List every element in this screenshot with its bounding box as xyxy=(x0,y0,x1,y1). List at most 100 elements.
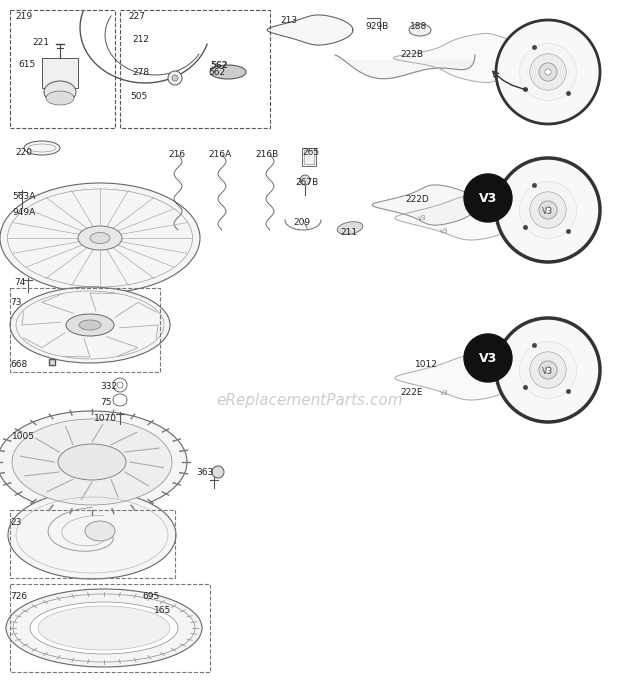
Bar xyxy=(10,288,160,372)
Text: V3: V3 xyxy=(479,191,497,204)
Bar xyxy=(10,584,210,672)
Text: 219: 219 xyxy=(15,12,32,21)
Ellipse shape xyxy=(520,44,577,100)
Polygon shape xyxy=(395,196,521,240)
Text: 695: 695 xyxy=(142,592,159,601)
Text: 220: 220 xyxy=(15,148,32,157)
Ellipse shape xyxy=(0,411,187,513)
Ellipse shape xyxy=(6,589,202,667)
Text: 212: 212 xyxy=(132,35,149,44)
Ellipse shape xyxy=(539,361,557,379)
Ellipse shape xyxy=(168,71,182,85)
Ellipse shape xyxy=(210,65,246,79)
Text: 209: 209 xyxy=(293,218,310,227)
Ellipse shape xyxy=(530,54,566,90)
Ellipse shape xyxy=(539,63,557,81)
Text: 278: 278 xyxy=(132,68,149,77)
Ellipse shape xyxy=(90,232,110,243)
Ellipse shape xyxy=(509,33,587,111)
Text: 74: 74 xyxy=(14,278,25,287)
Polygon shape xyxy=(267,15,353,45)
Polygon shape xyxy=(393,33,543,82)
Text: 563A: 563A xyxy=(12,192,35,201)
Text: v3: v3 xyxy=(440,390,449,396)
Text: 265: 265 xyxy=(302,148,319,157)
Text: 363: 363 xyxy=(196,468,213,477)
Ellipse shape xyxy=(79,320,101,330)
Text: 73: 73 xyxy=(10,298,22,307)
Ellipse shape xyxy=(530,192,566,228)
Ellipse shape xyxy=(409,24,431,36)
Bar xyxy=(10,510,175,578)
Text: 216A: 216A xyxy=(208,150,231,159)
Text: 505: 505 xyxy=(130,92,148,101)
Text: 222B: 222B xyxy=(400,50,423,59)
Text: 75: 75 xyxy=(100,398,112,407)
Ellipse shape xyxy=(38,606,170,650)
Text: 23: 23 xyxy=(10,518,21,527)
Text: eReplacementParts.com: eReplacementParts.com xyxy=(216,392,404,407)
Text: 562: 562 xyxy=(208,68,225,77)
Ellipse shape xyxy=(78,226,122,250)
Polygon shape xyxy=(372,185,478,225)
Ellipse shape xyxy=(545,367,551,373)
Text: 213: 213 xyxy=(280,16,297,25)
Ellipse shape xyxy=(8,491,176,579)
Text: 949A: 949A xyxy=(12,208,35,217)
Circle shape xyxy=(496,318,600,422)
Ellipse shape xyxy=(30,602,178,654)
Text: v3: v3 xyxy=(418,215,427,221)
Ellipse shape xyxy=(172,75,178,81)
Text: V3: V3 xyxy=(479,351,497,365)
Text: 221: 221 xyxy=(32,38,49,47)
Ellipse shape xyxy=(66,314,114,336)
Text: 222D: 222D xyxy=(405,195,429,204)
Text: 615: 615 xyxy=(18,60,35,69)
Ellipse shape xyxy=(337,222,363,234)
Text: 726: 726 xyxy=(10,592,27,601)
Text: 227: 227 xyxy=(128,12,145,21)
Text: 216B: 216B xyxy=(255,150,278,159)
Ellipse shape xyxy=(44,81,76,103)
Ellipse shape xyxy=(520,342,577,398)
Bar xyxy=(304,150,314,164)
Text: 165: 165 xyxy=(154,606,171,615)
Ellipse shape xyxy=(12,419,172,505)
Text: v3: v3 xyxy=(440,228,449,234)
Text: V3: V3 xyxy=(542,367,554,376)
Circle shape xyxy=(464,174,512,222)
Ellipse shape xyxy=(509,171,587,249)
Circle shape xyxy=(496,158,600,262)
Ellipse shape xyxy=(58,444,126,480)
Circle shape xyxy=(496,20,600,124)
Ellipse shape xyxy=(300,175,310,185)
Text: 1070: 1070 xyxy=(94,414,117,423)
Text: 562: 562 xyxy=(210,61,228,70)
Text: 188: 188 xyxy=(410,22,427,31)
Ellipse shape xyxy=(212,466,224,478)
Ellipse shape xyxy=(85,521,115,541)
Text: 222E: 222E xyxy=(400,388,422,397)
Ellipse shape xyxy=(24,141,60,155)
Ellipse shape xyxy=(13,594,195,662)
Ellipse shape xyxy=(545,207,551,213)
Ellipse shape xyxy=(10,287,170,363)
Polygon shape xyxy=(42,58,78,88)
Bar xyxy=(10,10,115,128)
Ellipse shape xyxy=(545,69,551,75)
Ellipse shape xyxy=(0,183,200,293)
Ellipse shape xyxy=(46,91,74,105)
Text: 211: 211 xyxy=(340,228,357,237)
Bar xyxy=(302,148,316,166)
Circle shape xyxy=(464,334,512,382)
Polygon shape xyxy=(395,356,521,400)
Ellipse shape xyxy=(539,201,557,219)
Text: 1005: 1005 xyxy=(12,432,35,441)
Text: 929B: 929B xyxy=(365,22,388,31)
Ellipse shape xyxy=(530,352,566,388)
Ellipse shape xyxy=(509,331,587,409)
Text: V3: V3 xyxy=(542,207,554,216)
Ellipse shape xyxy=(520,182,577,238)
Text: 267B: 267B xyxy=(295,178,318,187)
Text: 332: 332 xyxy=(100,382,117,391)
